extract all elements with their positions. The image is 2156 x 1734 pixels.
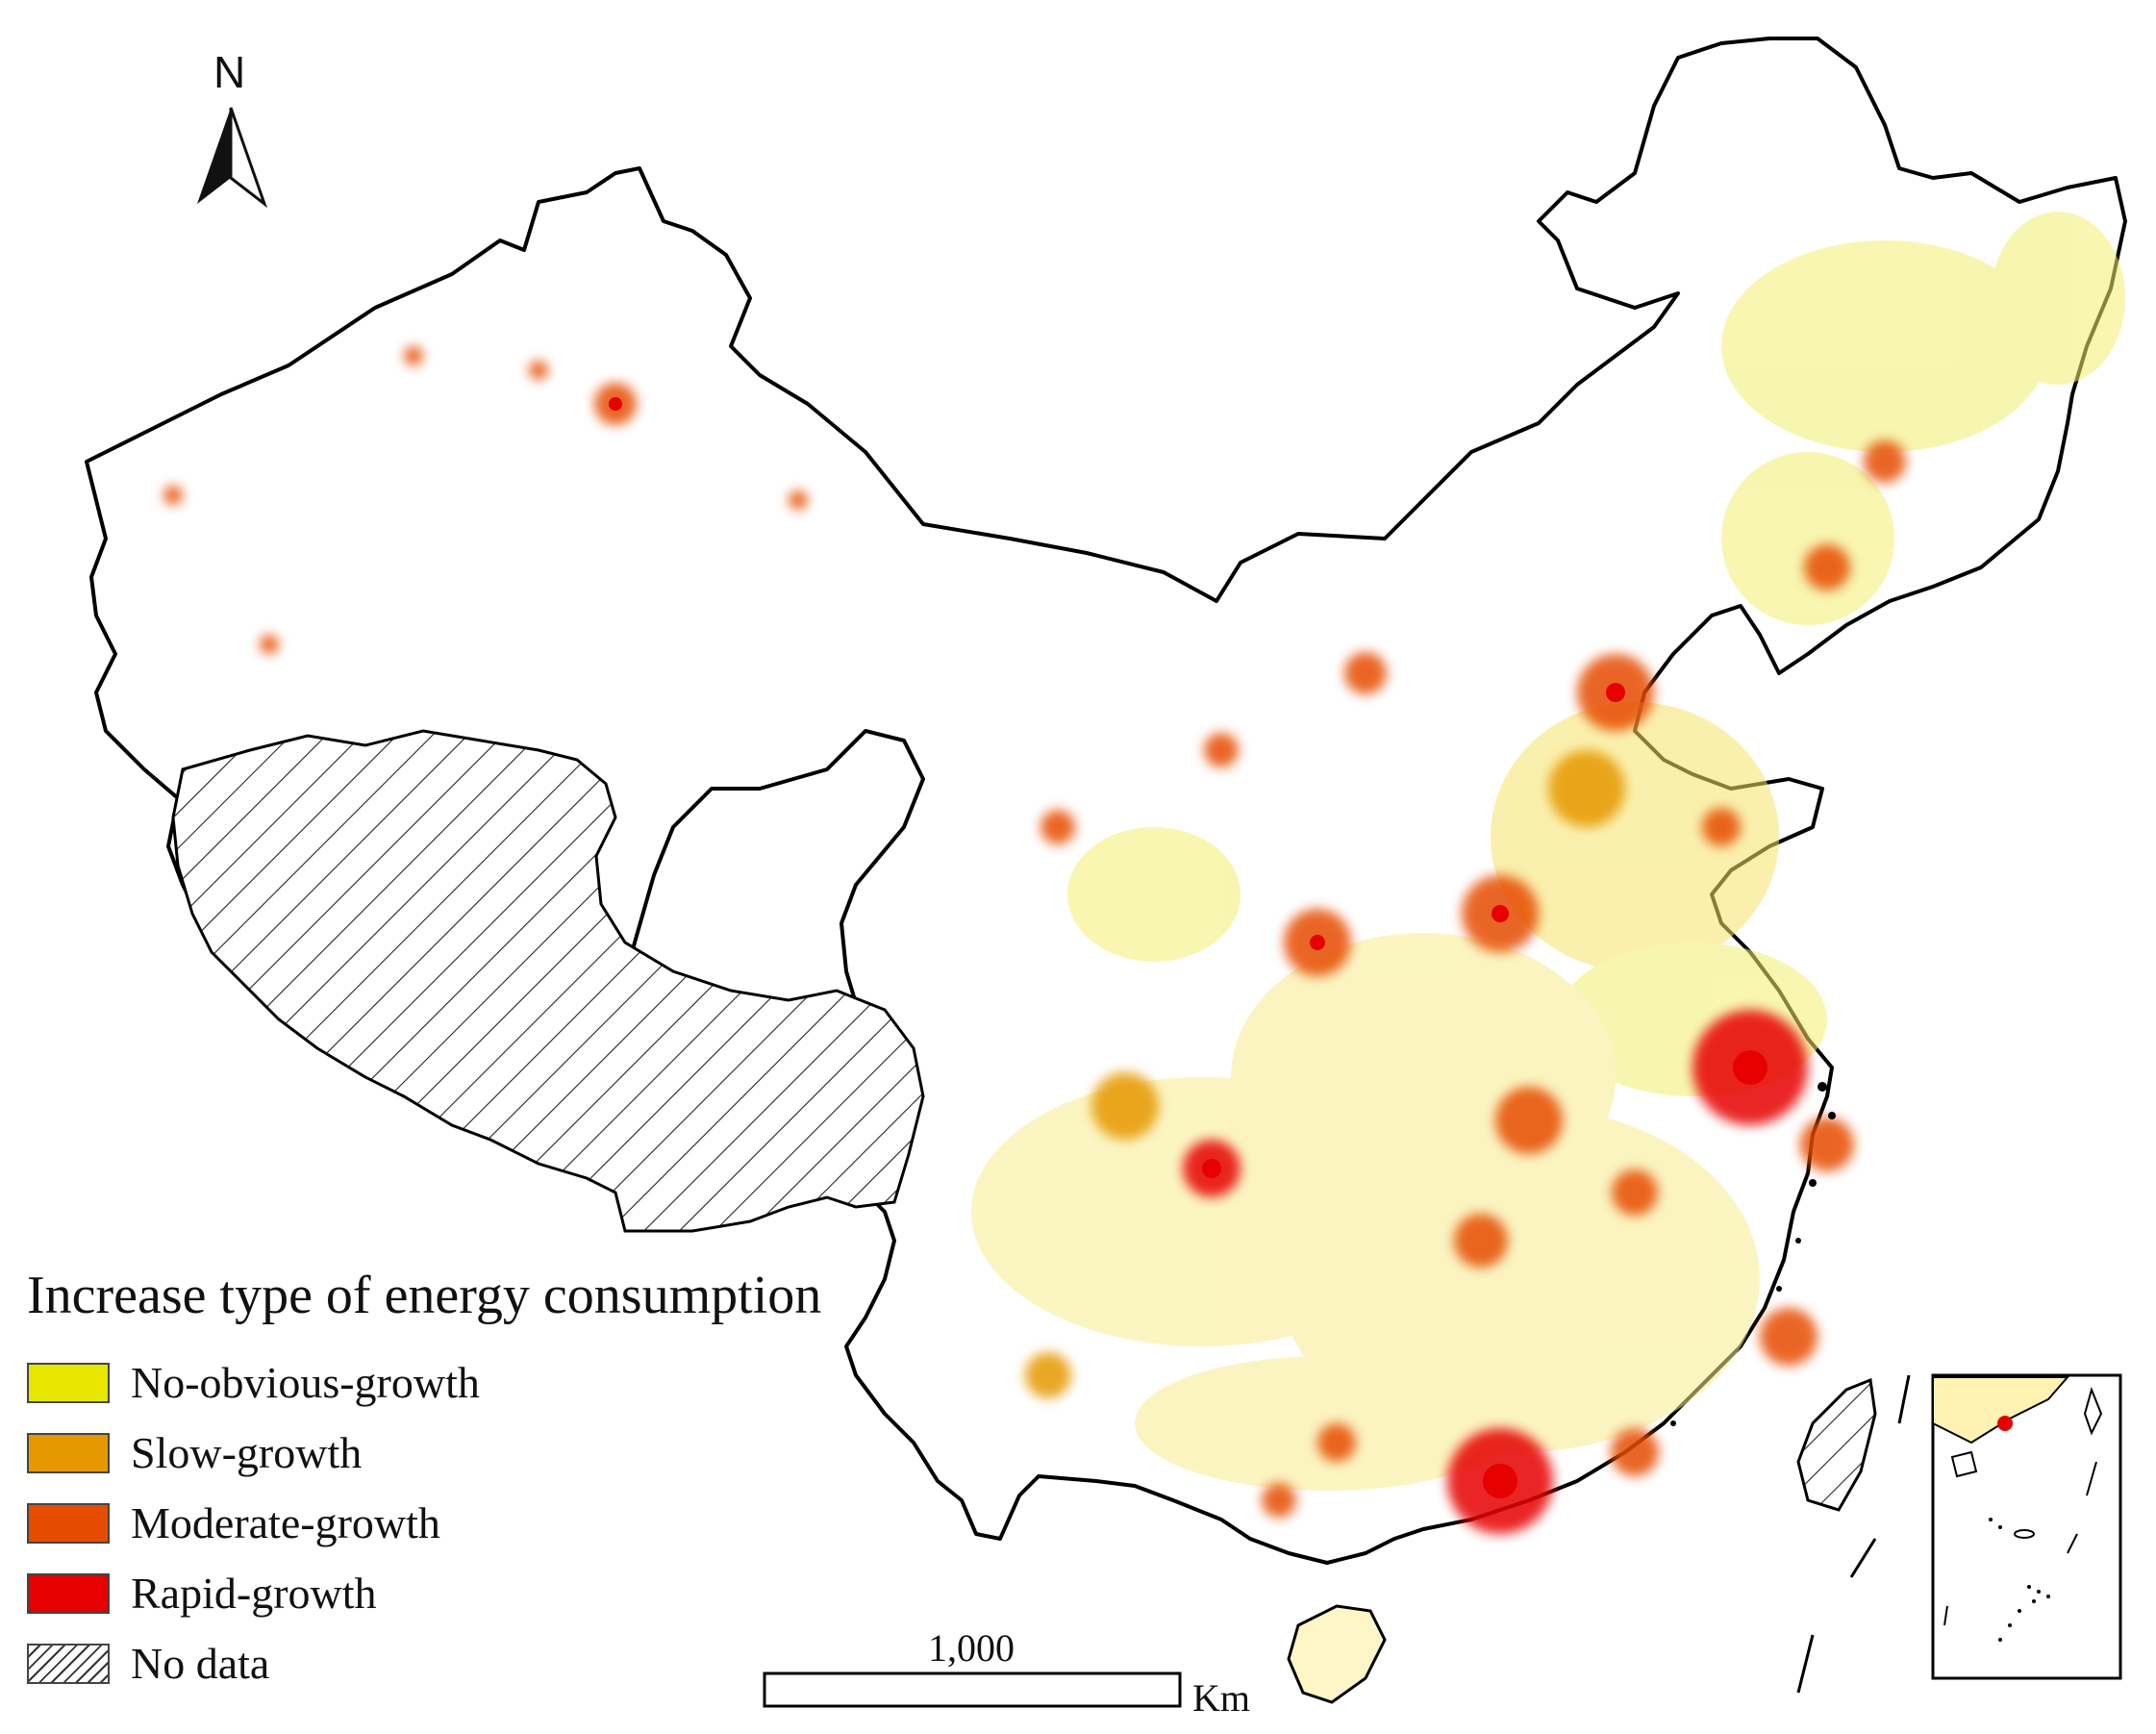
legend-swatch [27,1432,110,1473]
legend-item-moderate-growth: Moderate-growth [27,1488,821,1558]
scale-bar-unit: Km [1192,1676,1250,1720]
legend-swatch [27,1502,110,1544]
legend-swatch [27,1362,110,1403]
legend-item-rapid-growth: Rapid-growth [27,1558,821,1628]
hainan-island [1287,1604,1387,1704]
north-arrow-icon [197,107,268,209]
sea-boundary-dashes [1796,1374,1911,1694]
legend: Increase type of energy consumption No-o… [27,1265,821,1698]
scale-bar [763,1671,1182,1708]
legend-swatch [27,1643,110,1684]
legend-label: Slow-growth [131,1428,363,1477]
coastline-islands [1670,1082,1836,1426]
scale-bar-value: 1,000 [928,1626,1015,1670]
legend-item-slow-growth: Slow-growth [27,1418,821,1488]
legend-label: No data [131,1639,270,1688]
legend-label: Rapid-growth [131,1569,377,1618]
legend-label: No-obvious-growth [131,1358,480,1407]
legend-label: Moderate-growth [131,1498,440,1547]
north-label: N [213,47,246,97]
hotspot-layer [163,346,1906,1534]
legend-swatch [27,1572,110,1614]
legend-item-no-data: No data [27,1628,821,1698]
growth-density-layer [971,212,2125,1491]
inset-map-south-china-sea [1931,1373,2122,1680]
legend-title: Increase type of energy consumption [27,1266,822,1325]
no-data-region [171,729,925,1233]
legend-item-no-obvious-growth: No-obvious-growth [27,1347,821,1418]
taiwan-no-data-area [1796,1377,1877,1512]
